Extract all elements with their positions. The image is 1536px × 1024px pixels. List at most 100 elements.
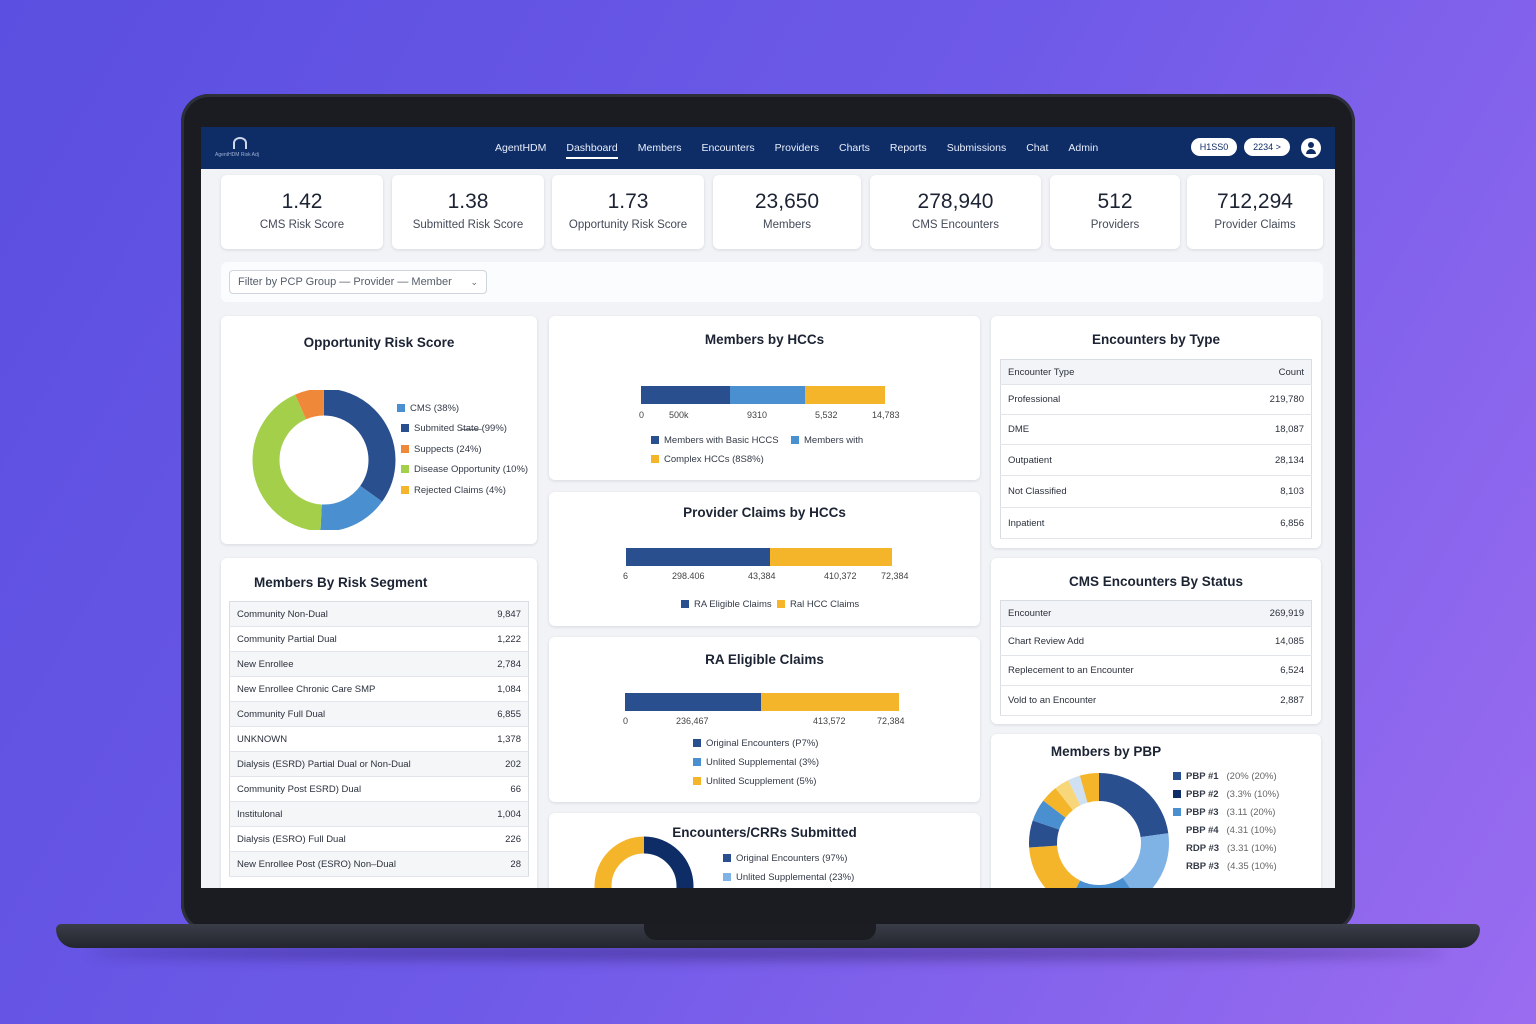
legend-ra-eligible[interactable]: RA Eligible Claims xyxy=(681,599,772,610)
plan-selector-pill[interactable]: H1SS0 xyxy=(1191,138,1237,156)
table-row[interactable]: Community Full Dual 6,855 xyxy=(229,701,529,727)
legend-disease-opportunity[interactable]: Disease Opportunity (10%) xyxy=(401,464,528,475)
table-row[interactable]: Inpatient 6,856 xyxy=(1000,507,1312,539)
kpi-members[interactable]: 23,650 Members xyxy=(713,175,861,249)
table-row[interactable]: Dialysis (ESRD) Partial Dual or Non-Dual… xyxy=(229,751,529,777)
year-selector-pill[interactable]: 2234 > xyxy=(1244,138,1290,156)
bar-original-encounters[interactable] xyxy=(625,693,761,711)
kpi-providers[interactable]: 512 Providers xyxy=(1050,175,1180,249)
card-title: Members by HCCs xyxy=(704,332,825,347)
nav-chat[interactable]: Chat xyxy=(1026,142,1049,154)
table-row[interactable]: New Enrollee 2,784 xyxy=(229,651,529,677)
kpi-value: 712,294 xyxy=(1217,190,1293,213)
pbp-donut-chart[interactable] xyxy=(1024,768,1174,888)
row-value: 14,085 xyxy=(1231,626,1312,656)
legend-label: Members with Basic HCCS xyxy=(664,435,779,446)
legend-complex-hcc[interactable]: Complex HCCs (8S8%) xyxy=(651,454,764,465)
donut-slice-pbp2[interactable] xyxy=(1029,773,1169,888)
opportunity-donut-chart[interactable] xyxy=(249,390,399,530)
legend-value: (3.31 (10%) xyxy=(1227,843,1277,854)
table-row[interactable]: New Enrollee Chronic Care SMP 1,084 xyxy=(229,676,529,702)
legend-ral-hcc[interactable]: Ral HCC Claims xyxy=(777,599,859,610)
donut-slice-supplemental-yellow[interactable] xyxy=(594,836,694,888)
legend-submitted[interactable]: Submited S̶t̶a̶t̶e̶ (99%) xyxy=(401,423,507,434)
legend-rejected-claims[interactable]: Rejected Claims (4%) xyxy=(401,485,506,496)
kpi-label: Provider Claims xyxy=(1214,219,1296,231)
table-row[interactable]: UNKNOWN 1,378 xyxy=(229,726,529,752)
table-row[interactable]: Chart Review Add 14,085 xyxy=(1000,626,1312,656)
donut-slice-disease-opportunity[interactable] xyxy=(252,390,396,530)
kpi-opportunity-risk-score[interactable]: 1.73 Opportunity Risk Score xyxy=(552,175,704,249)
legend-unlited-supplemental[interactable]: Unlited Supplemental (3%) xyxy=(693,757,819,768)
legend-pbp3[interactable]: PBP #3 (3.11 (20%) xyxy=(1173,807,1275,818)
nav-admin[interactable]: Admin xyxy=(1068,142,1099,154)
table-row[interactable]: Dialysis (ESRO) Full Dual 226 xyxy=(229,826,529,852)
nav-encounters[interactable]: Encounters xyxy=(701,142,755,154)
legend-cms[interactable]: CMS (38%) xyxy=(397,403,459,414)
table-row[interactable]: Community Partial Dual 1,222 xyxy=(229,626,529,652)
legend-unlited-supplemental[interactable]: Unlited Supplemental (23%) xyxy=(723,872,854,883)
legend-swatch xyxy=(693,758,701,766)
pcp-filter-select[interactable]: Filter by PCP Group — Provider — Member … xyxy=(229,270,487,294)
row-value: 269,919 xyxy=(1231,600,1312,627)
legend-members-with[interactable]: Members with xyxy=(791,435,863,446)
bar-ra-eligible[interactable] xyxy=(626,548,770,566)
legend-original-encounters[interactable]: Original Encounters (P7%) xyxy=(693,738,818,749)
user-avatar-icon[interactable] xyxy=(1301,138,1321,158)
bar-supplemental[interactable] xyxy=(761,693,899,711)
legend-pbp2[interactable]: PBP #2 (3.3% (10%) xyxy=(1173,789,1279,800)
donut-slice-cms[interactable] xyxy=(252,390,396,530)
risk-segment-table: Community Non-Dual 9,847 Community Partia… xyxy=(229,601,529,877)
legend-basic-hcc[interactable]: Members with Basic HCCS xyxy=(651,435,779,446)
table-row[interactable]: New Enrollee Post (ESRO) Non–Dual 28 xyxy=(229,851,529,877)
nav-reports[interactable]: Reports xyxy=(889,142,927,154)
donut-slice-other-d[interactable] xyxy=(1029,773,1169,888)
bar-basic-hcc[interactable] xyxy=(641,386,730,404)
donut-slice-suspects[interactable] xyxy=(252,390,396,530)
legend-unlited-supplement[interactable]: Unlited Scupplement (5%) xyxy=(693,776,816,787)
laptop-shadow xyxy=(90,946,1446,960)
kpi-provider-claims[interactable]: 712,294 Provider Claims xyxy=(1187,175,1323,249)
axis-tick: 410,372 xyxy=(824,571,857,581)
table-row[interactable]: DME 18,087 xyxy=(1000,414,1312,445)
legend-pbp1[interactable]: PBP #1 (20% (20%) xyxy=(1173,771,1277,782)
nav-submissions[interactable]: Submissions xyxy=(946,142,1007,154)
nav-charts[interactable]: Charts xyxy=(838,142,870,154)
legend-pbp4[interactable]: PBP #4 (4.31 (10%) xyxy=(1186,825,1276,836)
kpi-cms-encounters[interactable]: 278,940 CMS Encounters xyxy=(870,175,1041,249)
legend-suspects[interactable]: Suppects (24%) xyxy=(401,444,482,455)
table-row[interactable]: Encounter 269,919 xyxy=(1000,600,1312,627)
row-value: 2,784 xyxy=(477,651,529,677)
kpi-cms-risk-score[interactable]: 1.42 CMS Risk Score xyxy=(221,175,383,249)
table-row[interactable]: Community Post ESRD) Dual 66 xyxy=(229,776,529,802)
donut-slice-rdp3[interactable] xyxy=(1029,773,1169,888)
crr-donut-chart[interactable] xyxy=(589,831,699,888)
table-row[interactable]: Vold to an Encounter 2,887 xyxy=(1000,685,1312,716)
nav-members[interactable]: Members xyxy=(637,142,682,154)
legend-swatch xyxy=(693,739,701,747)
table-row[interactable]: Not Classified 8,103 xyxy=(1000,475,1312,508)
legend-rdp3[interactable]: RDP #3 (3.31 (10%) xyxy=(1186,843,1277,854)
bar-complex-hcc[interactable] xyxy=(805,386,885,404)
row-label: Encounter xyxy=(1000,600,1232,627)
legend-rbp3[interactable]: RBP #3 (4.35 (10%) xyxy=(1186,861,1277,872)
table-row[interactable]: Community Non-Dual 9,847 xyxy=(229,601,529,627)
row-value: 8,103 xyxy=(1194,475,1312,508)
bar-members-with[interactable] xyxy=(730,386,805,404)
kpi-submitted-risk-score[interactable]: 1.38 Submitted Risk Score xyxy=(392,175,544,249)
legend-original-encounters[interactable]: Original Encounters (97%) xyxy=(723,853,847,864)
table-row[interactable]: Institulonal 1,004 xyxy=(229,801,529,827)
legend-label: PBP #2 xyxy=(1186,789,1219,800)
nav-agenthdm[interactable]: AgentHDM xyxy=(495,142,547,154)
bar-ral-hcc[interactable] xyxy=(770,548,892,566)
row-value: 6,856 xyxy=(1194,507,1312,539)
encounters-type-card: Encounters by Type Encounter Type Count P… xyxy=(991,316,1321,548)
axis-tick: 236,467 xyxy=(676,716,709,726)
app-logo[interactable]: AgentHDM Risk Adj xyxy=(215,137,265,161)
table-row[interactable]: Outpatient 28,134 xyxy=(1000,444,1312,476)
table-row[interactable]: Replecement to an Encounter 6,524 xyxy=(1000,655,1312,686)
legend-swatch xyxy=(723,854,731,862)
nav-providers[interactable]: Providers xyxy=(774,142,819,154)
table-row[interactable]: Professional 219,780 xyxy=(1000,384,1312,415)
nav-dashboard[interactable]: Dashboard xyxy=(556,127,627,169)
